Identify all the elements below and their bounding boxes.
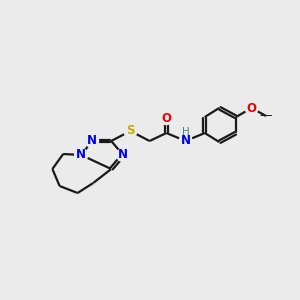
Text: O: O xyxy=(247,101,256,115)
Text: N: N xyxy=(87,134,97,148)
Circle shape xyxy=(245,101,258,115)
Circle shape xyxy=(117,148,130,161)
Text: N: N xyxy=(76,148,86,161)
Text: N: N xyxy=(118,148,128,161)
Circle shape xyxy=(75,148,88,161)
Text: —: — xyxy=(260,110,272,122)
Text: H: H xyxy=(182,127,190,137)
Circle shape xyxy=(160,112,173,124)
Text: O: O xyxy=(161,112,171,124)
Circle shape xyxy=(124,124,137,137)
Text: N: N xyxy=(181,134,190,148)
Text: S: S xyxy=(126,124,135,137)
Circle shape xyxy=(179,134,192,148)
Circle shape xyxy=(85,134,98,148)
